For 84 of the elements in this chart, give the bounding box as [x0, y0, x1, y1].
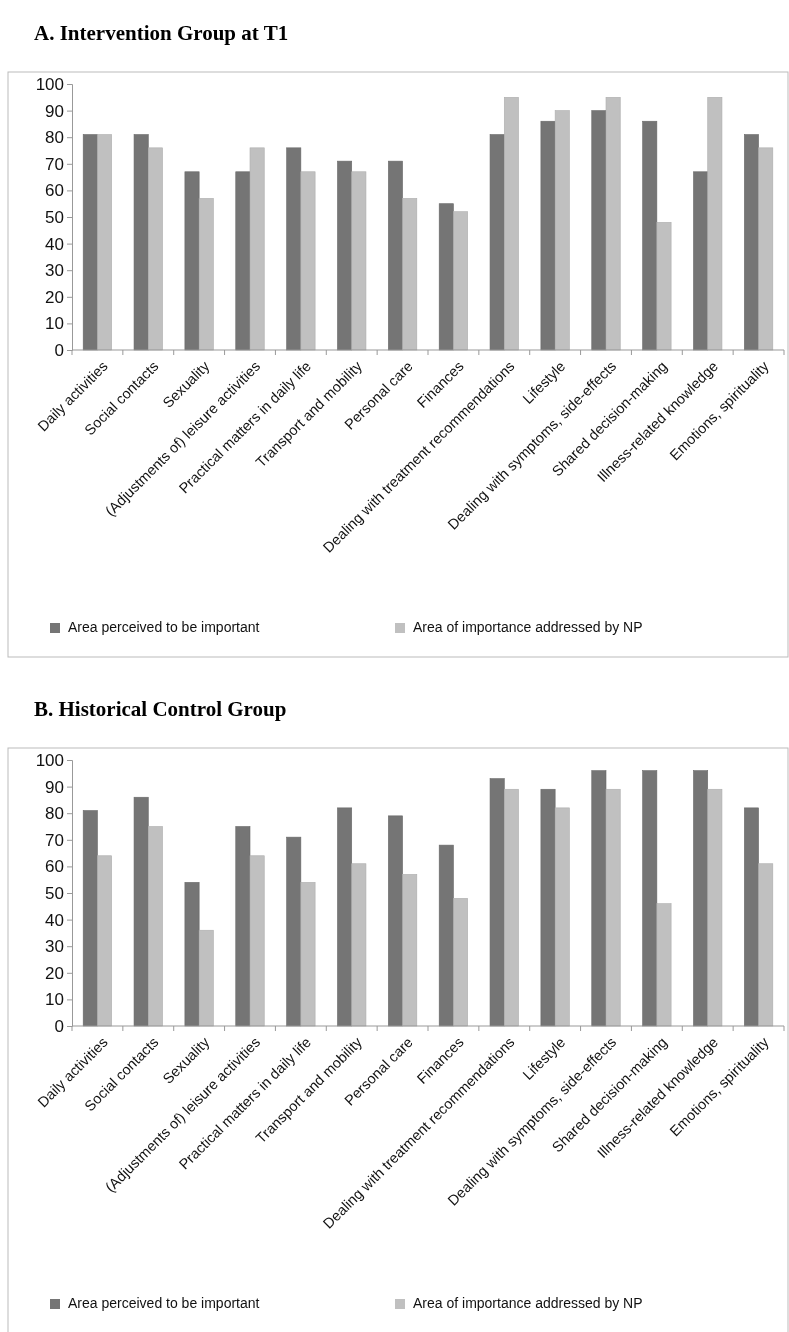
bar [337, 807, 353, 1027]
bar [758, 147, 774, 351]
y-tick-label: 10 [45, 990, 64, 1010]
bar [133, 134, 149, 351]
bar [198, 198, 214, 351]
y-tick-label: 90 [45, 101, 64, 121]
bar [540, 788, 556, 1027]
chart-title: B. Historical Control Group [34, 697, 287, 721]
bar [554, 807, 570, 1027]
bar [402, 874, 418, 1027]
y-tick-label: 40 [45, 234, 64, 254]
legend-label: Area perceived to be important [68, 1295, 260, 1311]
bar [198, 929, 214, 1027]
bar [402, 198, 418, 351]
bar [388, 160, 403, 351]
y-tick-label: 40 [45, 910, 64, 930]
legend-label: Area perceived to be important [68, 619, 260, 635]
y-tick-label: 70 [45, 830, 64, 850]
bar [605, 97, 621, 351]
bar [286, 836, 302, 1027]
bar [286, 147, 302, 351]
bar [591, 110, 607, 351]
bar [147, 826, 163, 1027]
y-tick-label: 10 [45, 314, 64, 334]
y-tick-label: 0 [54, 340, 64, 360]
bar [642, 120, 658, 351]
bar [758, 863, 774, 1027]
y-tick-label: 30 [45, 261, 64, 281]
bar [388, 815, 403, 1027]
bar [300, 882, 316, 1027]
bar [184, 882, 200, 1027]
bar [438, 844, 454, 1027]
y-tick-label: 100 [35, 74, 64, 94]
bar [693, 171, 709, 351]
bar [82, 810, 98, 1027]
y-tick-label: 20 [45, 287, 64, 307]
bar [656, 903, 672, 1027]
y-tick-label: 50 [45, 207, 64, 227]
bar [744, 134, 759, 351]
y-tick-label: 90 [45, 777, 64, 797]
bar [489, 778, 505, 1027]
bar [656, 222, 672, 351]
bar [554, 110, 570, 351]
bar [540, 120, 556, 351]
chart-title: A. Intervention Group at T1 [34, 21, 289, 45]
bar [453, 898, 468, 1027]
bar [249, 855, 265, 1027]
bar [184, 171, 200, 351]
bar [605, 788, 621, 1027]
y-tick-label: 50 [45, 883, 64, 903]
y-tick-label: 20 [45, 963, 64, 983]
bar [235, 171, 251, 351]
y-tick-label: 80 [45, 804, 64, 824]
y-tick-label: 60 [45, 181, 64, 201]
legend-label: Area of importance addressed by NP [413, 619, 643, 635]
y-tick-label: 70 [45, 154, 64, 174]
bar [707, 788, 723, 1027]
bar [147, 147, 163, 351]
bar [97, 855, 112, 1027]
bar [235, 826, 251, 1027]
bar [707, 97, 723, 351]
bar [693, 770, 709, 1027]
bar [351, 863, 367, 1027]
legend-label: Area of importance addressed by NP [413, 1295, 643, 1311]
bar [489, 134, 505, 351]
y-tick-label: 0 [54, 1016, 64, 1036]
bar [503, 97, 519, 351]
bar [453, 211, 468, 351]
bar [591, 770, 607, 1027]
bar [642, 770, 658, 1027]
bar [133, 796, 149, 1027]
bar [300, 171, 316, 351]
y-tick-label: 60 [45, 857, 64, 877]
bar [438, 203, 454, 351]
bar [744, 807, 759, 1027]
bar [249, 147, 265, 351]
bar [337, 160, 353, 351]
y-tick-label: 80 [45, 128, 64, 148]
bar [97, 134, 112, 351]
bar [351, 171, 367, 351]
bar [82, 134, 98, 351]
y-tick-label: 30 [45, 937, 64, 957]
y-tick-label: 100 [35, 750, 64, 770]
bar [503, 788, 519, 1027]
